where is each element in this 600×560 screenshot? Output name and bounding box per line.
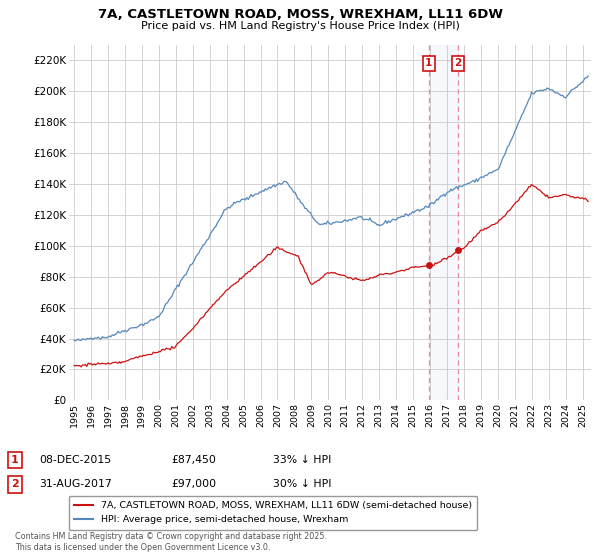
Text: 33% ↓ HPI: 33% ↓ HPI [273, 455, 331, 465]
Legend: 7A, CASTLETOWN ROAD, MOSS, WREXHAM, LL11 6DW (semi-detached house), HPI: Average: 7A, CASTLETOWN ROAD, MOSS, WREXHAM, LL11… [68, 496, 478, 530]
Bar [429, 45, 458, 400]
Text: 31-AUG-2017: 31-AUG-2017 [39, 479, 112, 489]
Text: 2: 2 [11, 479, 19, 489]
Text: Price paid vs. HM Land Registry's House Price Index (HPI): Price paid vs. HM Land Registry's House … [140, 21, 460, 31]
Text: £87,450: £87,450 [171, 455, 216, 465]
Text: 1: 1 [11, 455, 19, 465]
Text: 7A, CASTLETOWN ROAD, MOSS, WREXHAM, LL11 6DW: 7A, CASTLETOWN ROAD, MOSS, WREXHAM, LL11… [97, 8, 503, 21]
Text: £97,000: £97,000 [171, 479, 216, 489]
Text: 2: 2 [455, 58, 462, 68]
Text: 30% ↓ HPI: 30% ↓ HPI [273, 479, 331, 489]
Text: Contains HM Land Registry data © Crown copyright and database right 2025.
This d: Contains HM Land Registry data © Crown c… [15, 532, 327, 552]
Text: 08-DEC-2015: 08-DEC-2015 [39, 455, 111, 465]
Text: 1: 1 [425, 58, 433, 68]
